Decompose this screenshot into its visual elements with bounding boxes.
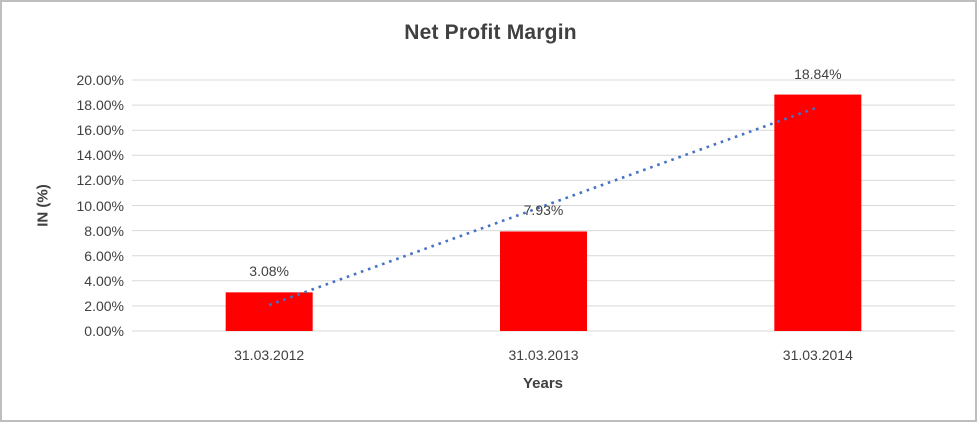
bar [225, 292, 313, 331]
y-tick-label: 10.00% [76, 197, 124, 214]
bar-value-label: 7.93% [523, 202, 564, 219]
y-tick-label: 6.00% [84, 247, 124, 264]
bar-value-label: 3.08% [249, 263, 289, 280]
x-category-label: 31.03.2012 [234, 347, 305, 363]
x-axis-title: Years [522, 375, 564, 392]
y-tick-label: 20.00% [76, 72, 124, 88]
y-tick-label: 8.00% [84, 222, 124, 239]
x-category-label: 31.03.2014 [782, 347, 853, 363]
bar [500, 231, 587, 331]
y-tick-label: 16.00% [76, 122, 124, 139]
x-category-label: 31.03.2013 [508, 347, 579, 363]
y-tick-label: 0.00% [84, 323, 124, 339]
y-tick-label: 14.00% [76, 147, 124, 164]
bar [774, 94, 862, 331]
y-tick-label: 2.00% [84, 297, 124, 314]
y-tick-label: 18.00% [76, 97, 124, 114]
chart-title: Net Profit Margin [404, 21, 577, 44]
bar-value-label: 18.84% [794, 65, 842, 82]
y-tick-label: 4.00% [84, 272, 124, 289]
y-tick-label: 12.00% [76, 172, 124, 189]
